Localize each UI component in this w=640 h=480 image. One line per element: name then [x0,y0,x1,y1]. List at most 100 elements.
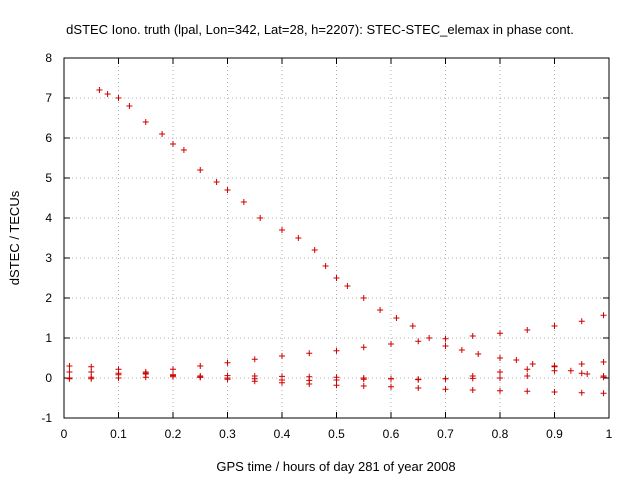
data-point [306,350,313,357]
data-point [469,375,476,382]
data-point [360,375,367,381]
y-tick-label: 3 [45,251,52,265]
data-point [415,338,422,345]
x-tick-label: 1 [606,427,613,441]
y-tick-label: 1 [45,331,52,345]
data-point [115,95,122,101]
data-point [311,247,318,253]
x-tick-label: 0.1 [110,427,127,441]
data-point [333,275,340,281]
data-point [600,373,607,379]
data-point [524,388,531,395]
y-tick-label: -1 [41,411,52,425]
data-point [497,330,503,337]
data-point [469,333,476,339]
data-point [529,361,536,367]
data-point [224,359,231,366]
data-point [567,367,574,374]
data-point [600,312,607,319]
data-point [159,131,166,137]
data-point [88,369,95,375]
data-point [497,387,503,394]
data-point [442,375,449,382]
data-point [115,375,122,381]
data-point [388,341,394,347]
chart-title: dSTEC Iono. truth (lpal, Lon=342, Lat=28… [66,22,574,37]
data-point [524,327,531,333]
data-point [213,179,220,185]
data-point [279,353,285,359]
data-point [578,318,585,325]
data-point [66,375,73,382]
data-point [497,369,503,375]
data-point [551,367,558,374]
y-tick-label: 7 [45,91,52,105]
x-tick-label: 0.2 [165,427,182,441]
y-tick-labels: -1 0 1 2 3 4 5 6 7 8 [41,51,52,425]
data-point [142,119,149,125]
series-5 [66,367,607,383]
data-point [377,307,384,313]
data-point [578,370,585,377]
data-point [578,361,585,367]
data-point [295,235,302,241]
data-point [469,387,476,393]
data-point [458,347,465,353]
data-point [524,373,531,379]
x-tick-label: 0.9 [546,427,563,441]
data-point [442,335,449,342]
x-tick-label: 0.8 [492,427,509,441]
x-tick-label: 0 [61,427,68,441]
data-point [600,390,607,397]
data-point [442,386,449,393]
data-point [66,369,73,375]
data-point [251,373,258,379]
data-point [442,343,449,349]
data-points [66,87,607,397]
data-point [360,383,367,389]
data-point [333,374,340,381]
data-point [333,382,340,389]
y-tick-label: 8 [45,51,52,65]
x-tick-label: 0.5 [328,427,345,441]
data-point [170,141,176,147]
data-point [388,383,394,390]
data-point [88,363,95,370]
data-point [197,363,204,369]
data-point [600,359,607,365]
x-tick-labels: 0 0.1 0.2 0.3 0.4 0.5 0.6 0.7 0.8 0.9 1 [61,427,613,441]
x-tick-label: 0.4 [274,427,291,441]
data-point [279,373,285,380]
data-point [306,373,313,380]
data-point [170,366,176,373]
x-tick-label: 0.3 [219,427,236,441]
data-point [180,147,187,153]
data-point [224,187,231,193]
data-point [497,355,503,361]
y-tick-label: 6 [45,131,52,145]
data-point [240,199,247,205]
data-point [388,375,394,382]
data-point [475,351,482,357]
y-tick-label: 0 [45,371,52,385]
data-point [257,215,264,221]
data-point [224,372,231,379]
data-point [96,87,103,93]
data-point [126,103,133,109]
data-point [170,373,176,380]
series-1 [96,87,607,381]
y-tick-label: 2 [45,291,52,305]
data-point [551,323,558,329]
data-point [104,91,111,97]
data-point [360,344,367,351]
data-point [360,295,367,301]
data-point [578,389,585,396]
data-point [322,263,329,269]
x-tick-label: 0.7 [437,427,454,441]
data-point [524,366,531,373]
data-point [344,283,351,289]
data-point [415,385,422,391]
data-point [251,356,258,363]
data-point [333,347,340,354]
